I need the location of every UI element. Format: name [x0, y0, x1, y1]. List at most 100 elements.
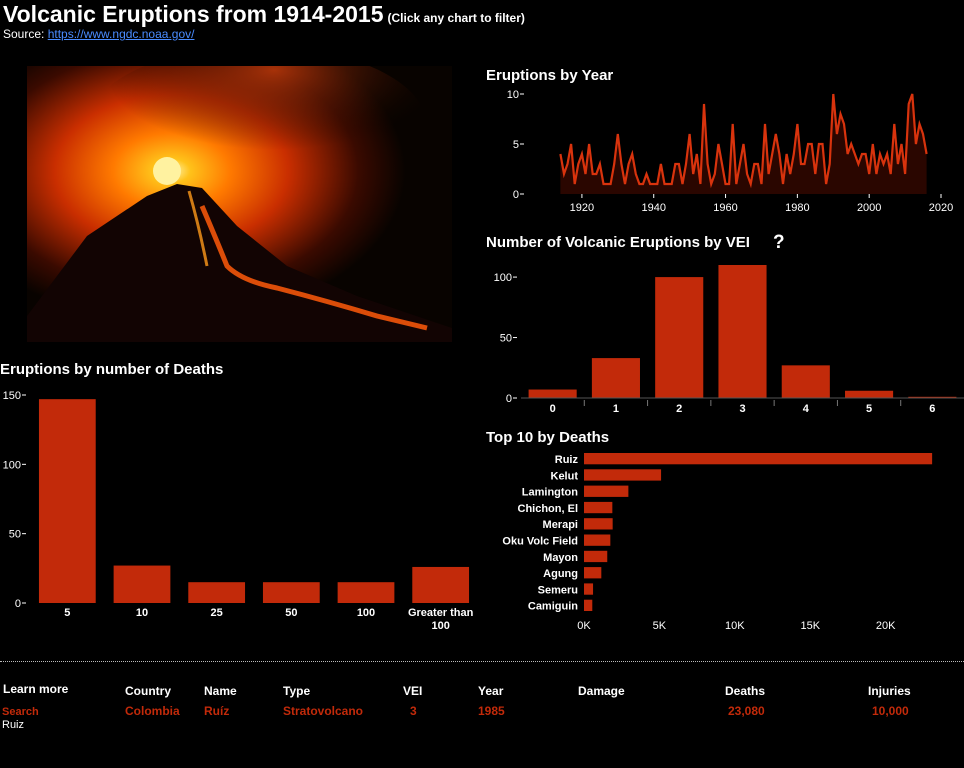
x-tick-label: 1940 — [641, 202, 665, 214]
volcano-photo — [27, 66, 452, 342]
search-link[interactable]: Search — [2, 706, 39, 718]
eruptions-by-year-chart[interactable]: 0 5 10 1920 1940 1960 1980 2000 2020 — [486, 86, 964, 218]
deaths-bar — [38, 399, 96, 603]
y-tick-label: 50 — [500, 333, 512, 345]
top10-chart-title: Top 10 by Deaths — [486, 429, 610, 446]
x-tick-label: 20K — [876, 620, 896, 632]
year-header: Year — [478, 684, 504, 698]
source-label: Source: — [3, 27, 45, 41]
name-header: Name — [204, 684, 237, 698]
top10-bar — [584, 567, 602, 579]
x-tick-label: 2020 — [929, 202, 953, 214]
top10-bar — [584, 534, 611, 546]
year-value: 1985 — [478, 704, 505, 718]
deaths-bar — [113, 565, 171, 603]
section-divider — [0, 661, 964, 662]
y-category-label: Merapi — [543, 519, 578, 531]
deaths-header: Deaths — [725, 684, 766, 698]
y-tick-label: 100 — [494, 272, 512, 284]
y-tick-label: 150 — [3, 390, 21, 402]
top10-bar — [584, 453, 933, 465]
type-value: Stratovolcano — [283, 704, 364, 718]
x-tick-label: 1920 — [570, 202, 594, 214]
y-tick-label: 10 — [507, 89, 519, 101]
y-category-label: Oku Volc Field — [502, 536, 578, 548]
x-tick-label: 15K — [800, 620, 820, 632]
vei-value: 3 — [410, 704, 417, 718]
y-category-label: Mayon — [543, 552, 578, 564]
y-tick-label: 0 — [15, 598, 21, 610]
x-tick-label: 100 — [357, 607, 375, 619]
vei-bar-4 — [781, 365, 830, 398]
y-category-label: Lamington — [522, 487, 578, 499]
x-tick-label: 5 — [866, 403, 872, 415]
deaths-bar — [262, 582, 320, 603]
top10-bar — [584, 518, 613, 530]
x-tick-label: 4 — [803, 403, 810, 415]
title-text: Volcanic Eruptions from 1914-2015 — [3, 1, 384, 27]
damage-header: Damage — [578, 684, 625, 698]
learn-more-label: Learn more — [3, 682, 69, 696]
x-tick-label: 0K — [577, 620, 591, 632]
vei-bar-1 — [591, 358, 640, 398]
top10-bar — [584, 469, 662, 481]
top10-by-deaths-chart[interactable]: Ruiz Kelut Lamington Chichon, El Merapi Oku V… — [486, 448, 964, 638]
y-tick-label: 0 — [513, 189, 519, 201]
type-header: Type — [283, 684, 311, 698]
deaths-bar — [337, 582, 395, 603]
y-tick-label: 50 — [9, 529, 21, 541]
eruptions-by-deaths-chart[interactable]: 5 10 25 50 100 Greater than 100 0 50 100 150 — [0, 380, 480, 640]
vei-chart-title: Number of Volcanic Eruptions by VEI — [486, 234, 750, 251]
x-tick-label: 1 — [613, 403, 619, 415]
year-chart-title: Eruptions by Year — [486, 67, 614, 84]
vei-bar-0 — [528, 389, 577, 398]
x-tick-label: 50 — [285, 607, 297, 619]
y-tick-label: 5 — [513, 139, 519, 151]
deaths-chart-title: Eruptions by number of Deaths — [0, 361, 224, 378]
y-category-label: Semeru — [538, 584, 578, 596]
vei-bar-6 — [908, 396, 957, 398]
x-tick-label: 5 — [64, 607, 70, 619]
x-tick-label: 10K — [725, 620, 745, 632]
injuries-header: Injuries — [868, 684, 911, 698]
eruptions-by-vei-chart[interactable]: 0 1 2 3 4 5 6 0 50 100 — [486, 258, 964, 418]
top10-bar — [584, 501, 613, 514]
deaths-bar — [188, 582, 246, 603]
injuries-value: 10,000 — [872, 704, 909, 718]
x-tick-label: 10 — [136, 607, 148, 619]
vei-bar-5 — [845, 390, 894, 398]
y-category-label: Agung — [543, 568, 578, 580]
x-tick-label: 25 — [211, 607, 223, 619]
country-value: Colombia — [125, 704, 180, 718]
top10-bar — [584, 583, 594, 595]
top10-bar — [584, 550, 608, 563]
vei-header: VEI — [403, 684, 423, 698]
top10-bar — [584, 485, 629, 497]
x-tick-label: 1980 — [785, 202, 809, 214]
vei-bar-3 — [718, 265, 767, 398]
x-tick-label: 2000 — [857, 202, 881, 214]
x-tick-label: 0 — [550, 403, 556, 415]
source-line: Source: https://www.ngdc.noaa.gov/ — [3, 27, 194, 41]
x-tick-label: 5K — [653, 620, 667, 632]
x-tick-label: 2 — [676, 403, 682, 415]
search-volcano-name: Ruiz — [2, 719, 25, 731]
name-value: Ruíz — [204, 704, 230, 718]
deaths-value: 23,080 — [728, 704, 765, 718]
year-series-line — [559, 93, 928, 189]
x-tick-label: Greater than 100 — [408, 607, 474, 632]
title-subtitle: (Click any chart to filter) — [387, 11, 525, 25]
source-link[interactable]: https://www.ngdc.noaa.gov/ — [47, 27, 195, 41]
y-category-label: Camiguin — [528, 601, 578, 613]
y-category-label: Ruiz — [555, 454, 579, 466]
y-tick-label: 100 — [3, 459, 21, 471]
x-tick-label: 1960 — [713, 202, 737, 214]
deaths-bar — [412, 566, 470, 603]
y-category-label: Kelut — [551, 470, 579, 482]
x-tick-label: 6 — [929, 403, 935, 415]
country-header: Country — [125, 684, 171, 698]
dashboard-title: Volcanic Eruptions from 1914-2015 (Click … — [3, 1, 525, 28]
help-icon[interactable]: ? — [773, 232, 785, 253]
y-tick-label: 0 — [506, 393, 512, 405]
vei-bar-2 — [655, 277, 704, 398]
